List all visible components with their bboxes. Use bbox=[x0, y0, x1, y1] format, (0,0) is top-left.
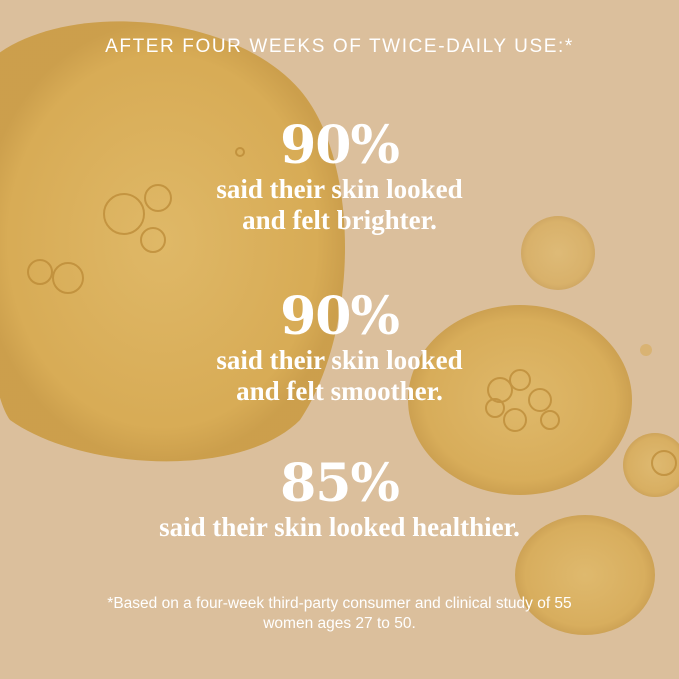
stat-brighter: 90% said their skin looked and felt brig… bbox=[0, 118, 679, 236]
bubbles bbox=[27, 147, 677, 476]
bottom-droplet bbox=[515, 515, 655, 635]
small-droplet bbox=[521, 216, 595, 290]
stat-value: 85% bbox=[280, 453, 400, 514]
stat-smoother: 90% said their skin looked and felt smoo… bbox=[0, 289, 679, 407]
stat-description: said their skin looked bbox=[216, 345, 463, 375]
stat-description: and felt smoother. bbox=[236, 376, 443, 406]
stat-description: said their skin looked bbox=[216, 174, 463, 204]
stat-value: 90% bbox=[280, 286, 400, 347]
headline: AFTER FOUR WEEKS OF TWICE-DAILY USE:* bbox=[105, 36, 574, 57]
stat-description: said their skin looked healthier. bbox=[159, 512, 520, 542]
stat-value: 90% bbox=[280, 115, 400, 176]
tiny-droplet bbox=[640, 344, 652, 356]
mid-droplet bbox=[408, 305, 632, 495]
footnote-line: *Based on a four-week third-party consum… bbox=[107, 595, 572, 612]
large-droplet bbox=[0, 21, 345, 462]
footnote-line: women ages 27 to 50. bbox=[263, 615, 416, 632]
stat-healthier: 85% said their skin looked healthier. bbox=[0, 456, 679, 543]
footnote: *Based on a four-week third-party consum… bbox=[0, 594, 679, 634]
small-droplet bbox=[623, 433, 679, 497]
stat-description: and felt brighter. bbox=[242, 205, 437, 235]
